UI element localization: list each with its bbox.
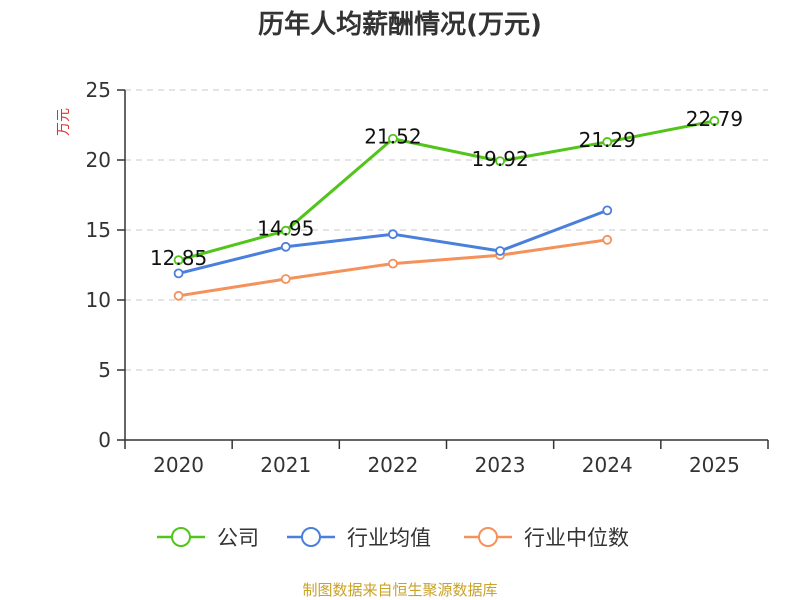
grid-lines	[125, 89, 768, 371]
data-point	[280, 274, 291, 284]
data-label: 21.29	[579, 128, 636, 152]
x-tick-label: 2022	[367, 453, 418, 477]
x-tick-label: 2024	[582, 453, 633, 477]
x-tick-label: 2020	[153, 453, 204, 477]
data-point	[388, 258, 398, 269]
data-label: 12.85	[150, 246, 207, 270]
series-line-公司	[178, 119, 715, 262]
chart-title: 历年人均薪酬情况(万元)	[258, 9, 542, 40]
data-point	[602, 234, 613, 245]
legend-item: 行业中位数	[464, 526, 629, 550]
legend: 公司 行业均值 行业中位数	[157, 526, 629, 550]
legend-swatch-marker	[171, 527, 191, 547]
legend-label: 行业中位数	[524, 526, 629, 550]
data-point	[495, 156, 505, 167]
data-point	[173, 290, 184, 301]
data-point	[495, 246, 505, 256]
y-tick-label: 5	[98, 358, 111, 382]
data-point	[388, 229, 398, 240]
legend-label: 公司	[217, 526, 259, 550]
legend-swatch-marker	[301, 527, 321, 547]
data-point	[280, 241, 291, 252]
x-tick-label: 2025	[689, 453, 740, 477]
data-label: 19.92	[471, 147, 528, 171]
data-point	[602, 205, 613, 216]
data-label: 21.52	[364, 125, 421, 149]
data-labels: 12.85 14.95 21.52 19.92 21.29 22.79	[150, 107, 743, 270]
x-tick-label: 2023	[475, 453, 526, 477]
legend-label: 行业均值	[347, 526, 431, 550]
y-tick-label: 20	[86, 148, 111, 172]
y-tick-label: 25	[86, 78, 111, 102]
y-tick-label: 10	[86, 288, 111, 312]
data-point	[388, 133, 398, 144]
data-point	[602, 137, 613, 147]
y-tick-label: 15	[86, 218, 111, 242]
series-layer	[173, 116, 720, 301]
data-point	[173, 268, 184, 279]
y-tick-label: 0	[98, 428, 111, 452]
data-point	[709, 116, 720, 126]
legend-swatch-marker	[478, 527, 498, 547]
legend-item: 行业均值	[287, 526, 431, 550]
data-point	[280, 225, 291, 236]
data-label: 22.79	[686, 107, 743, 131]
y-axis-label: 万元	[56, 108, 72, 136]
source-note: 制图数据来自恒生聚源数据库	[302, 581, 497, 599]
data-point	[173, 255, 184, 266]
legend-item: 公司	[157, 526, 259, 550]
data-label: 14.95	[257, 217, 314, 241]
x-tick-label: 2021	[260, 453, 311, 477]
